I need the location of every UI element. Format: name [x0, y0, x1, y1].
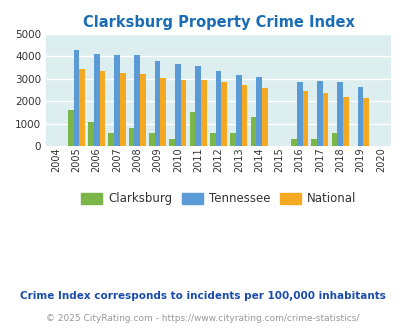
- Bar: [119, 73, 125, 146]
- Bar: [290, 140, 296, 146]
- Bar: [221, 82, 226, 146]
- Bar: [316, 81, 322, 146]
- Bar: [189, 112, 195, 146]
- Bar: [261, 88, 267, 146]
- Bar: [108, 133, 114, 146]
- Bar: [337, 82, 342, 146]
- Legend: Clarksburg, Tennessee, National: Clarksburg, Tennessee, National: [76, 188, 360, 210]
- Bar: [195, 66, 200, 146]
- Bar: [357, 87, 362, 146]
- Bar: [149, 133, 154, 146]
- Bar: [256, 78, 261, 146]
- Bar: [88, 121, 94, 146]
- Bar: [362, 98, 368, 146]
- Bar: [180, 80, 186, 146]
- Bar: [99, 71, 105, 146]
- Bar: [230, 133, 235, 146]
- Text: © 2025 CityRating.com - https://www.cityrating.com/crime-statistics/: © 2025 CityRating.com - https://www.city…: [46, 314, 359, 323]
- Title: Clarksburg Property Crime Index: Clarksburg Property Crime Index: [82, 15, 354, 30]
- Bar: [241, 85, 247, 146]
- Bar: [169, 139, 175, 146]
- Bar: [154, 61, 160, 146]
- Bar: [296, 82, 302, 146]
- Bar: [235, 75, 241, 146]
- Bar: [209, 133, 215, 146]
- Bar: [215, 71, 221, 146]
- Bar: [175, 64, 180, 146]
- Bar: [114, 55, 119, 146]
- Bar: [302, 91, 307, 146]
- Bar: [79, 69, 85, 146]
- Bar: [160, 78, 166, 146]
- Bar: [311, 139, 316, 146]
- Bar: [140, 74, 145, 146]
- Bar: [134, 55, 140, 146]
- Bar: [342, 97, 348, 146]
- Bar: [331, 133, 337, 146]
- Text: Crime Index corresponds to incidents per 100,000 inhabitants: Crime Index corresponds to incidents per…: [20, 291, 385, 301]
- Bar: [322, 93, 328, 146]
- Bar: [73, 50, 79, 146]
- Bar: [128, 128, 134, 146]
- Bar: [68, 110, 73, 146]
- Bar: [250, 116, 256, 146]
- Bar: [200, 80, 206, 146]
- Bar: [94, 54, 99, 146]
